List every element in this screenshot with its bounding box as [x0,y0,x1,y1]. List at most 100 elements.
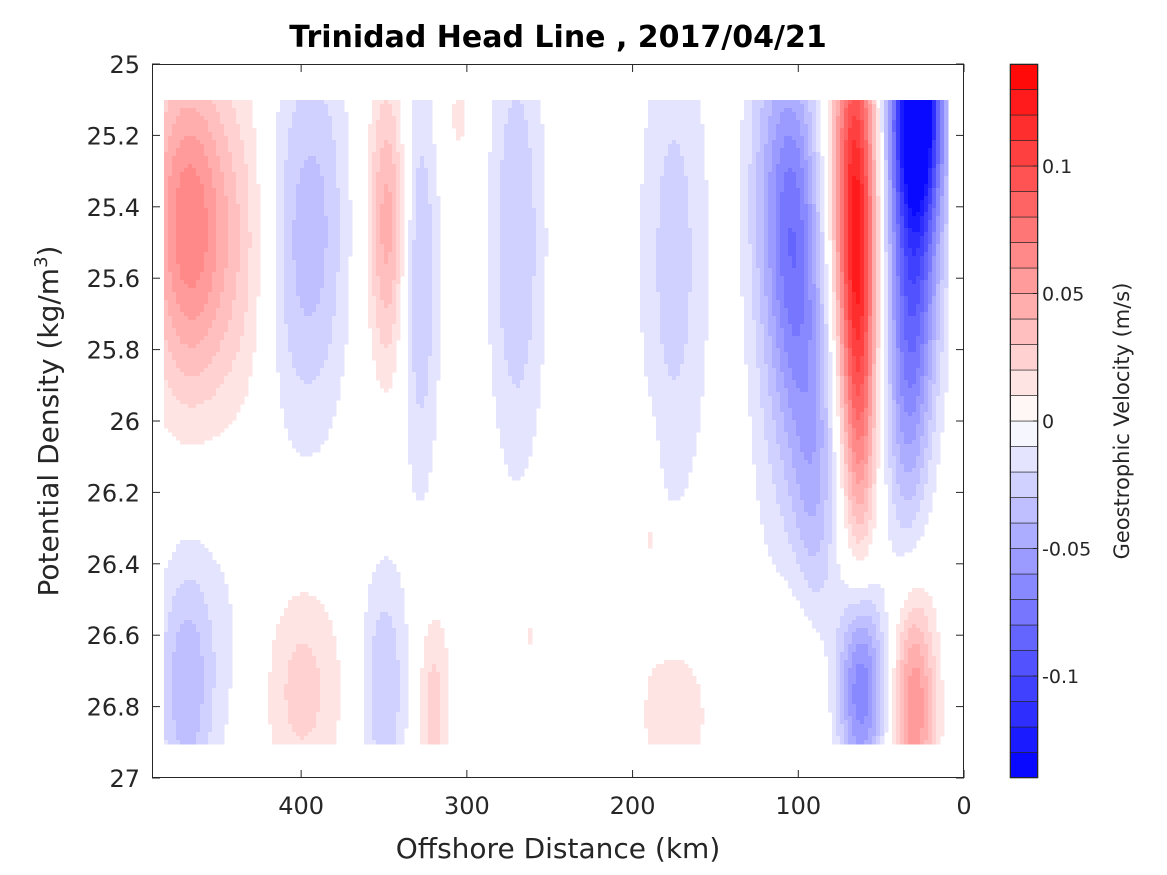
contour-cell [520,132,525,137]
contour-cell [432,212,437,217]
contour-cell [396,232,401,237]
contour-cell [176,236,181,241]
contour-cell [696,232,701,237]
contour-cell [672,140,677,145]
contour-cell [772,132,777,137]
contour-cell [944,224,949,229]
contour-cell [760,128,765,133]
contour-cell [748,128,753,133]
contour-cell [672,124,677,129]
contour-cell [908,136,913,141]
contour-cell [832,104,837,109]
contour-cell [816,196,821,201]
contour-cell [896,148,901,153]
contour-cell [420,144,425,149]
contour-cell [844,152,849,157]
contour-cell [908,168,913,173]
contour-cell [888,176,893,181]
contour-cell [836,188,841,193]
contour-cell [324,212,329,217]
contour-cell [256,200,261,205]
contour-cell [256,192,261,197]
contour-cell [852,188,857,193]
contour-cell [896,168,901,173]
contour-cell [412,224,417,229]
contour-cell [924,156,929,161]
contour-cell [676,164,681,169]
contour-cell [308,144,313,149]
contour-cell [944,172,949,177]
contour-cell [852,140,857,145]
contour-cell [888,136,893,141]
contour-cell [188,156,193,161]
contour-cell [504,140,509,145]
contour-cell [692,112,697,117]
contour-cell [316,200,321,205]
contour-cell [164,168,169,173]
contour-cell [212,196,217,201]
contour-cell [808,240,813,245]
contour-cell [212,220,217,225]
contour-cell [288,124,293,129]
contour-cell [900,132,905,137]
contour-cell [492,152,497,157]
contour-cell [296,176,301,181]
contour-cell [648,116,653,121]
contour-cell [192,244,197,249]
contour-cell [940,224,945,229]
contour-cell [248,240,253,245]
contour-cell [876,172,881,177]
contour-cell [848,176,853,181]
contour-cell [408,240,413,245]
contour-cell [792,156,797,161]
contour-cell [892,108,897,113]
contour-cell [752,208,757,213]
contour-cell [204,232,209,237]
contour-cell [328,116,333,121]
contour-cell [412,196,417,201]
contour-cell [768,112,773,117]
contour-cell [872,208,877,213]
contour-cell [768,176,773,181]
contour-cell [216,148,221,153]
contour-cell [672,168,677,173]
contour-cell [872,212,877,217]
contour-cell [772,180,777,185]
contour-cell [172,220,177,225]
contour-cell [504,236,509,241]
contour-cell [376,244,381,249]
contour-cell [912,236,917,241]
contour-cell [428,116,433,121]
contour-cell [936,220,941,225]
contour-cell [820,220,825,225]
contour-cell [864,164,869,169]
contour-cell [780,236,785,241]
contour-cell [872,164,877,169]
contour-cell [536,204,541,209]
contour-cell [748,224,753,229]
contour-cell [540,216,545,221]
contour-cell [808,196,813,201]
contour-cell [912,148,917,153]
contour-cell [420,152,425,157]
contour-cell [168,124,173,129]
contour-cell [884,132,889,137]
contour-cell [760,236,765,241]
contour-cell [656,116,661,121]
contour-cell [204,132,209,137]
contour-cell [208,224,213,229]
contour-cell [776,164,781,169]
contour-cell [660,136,665,141]
contour-cell [376,104,381,109]
contour-cell [852,120,857,125]
contour-cell [284,128,289,133]
contour-cell [528,192,533,197]
contour-cell [504,112,509,117]
contour-cell [188,168,193,173]
contour-cell [640,232,645,237]
contour-cell [248,160,253,165]
contour-cell [524,220,529,225]
contour-cell [916,200,921,205]
contour-cell [452,104,457,109]
contour-cell [928,164,933,169]
